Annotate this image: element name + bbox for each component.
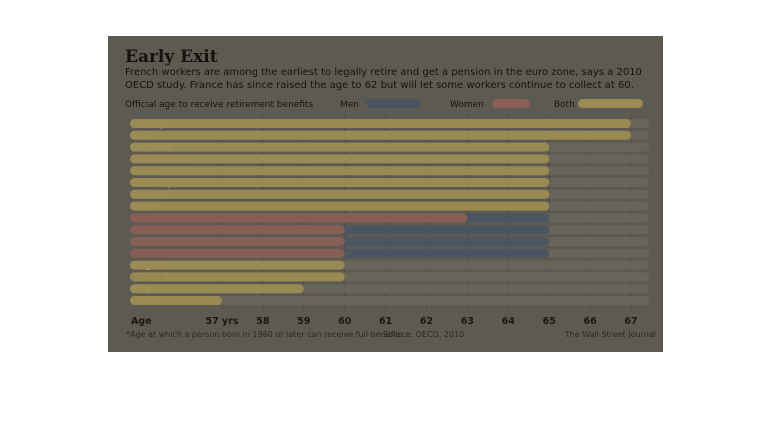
x-tick-label: 58 <box>256 316 270 327</box>
credit: The Wall Street Journal <box>564 330 656 339</box>
x-axis-ticks: 57 yrs 58 59 60 61 62 63 64 65 66 67 <box>205 316 637 327</box>
x-tick-label: 57 yrs <box>205 316 238 327</box>
legend: Men Women Both <box>340 99 643 110</box>
bars <box>130 119 631 305</box>
legend-swatch-both <box>578 99 643 108</box>
bar-both <box>130 201 550 211</box>
legend-label-men: Men <box>340 100 359 110</box>
bar-women <box>130 213 468 223</box>
bar-both <box>130 178 550 187</box>
legend-title: Official age to receive retirement benef… <box>125 100 314 110</box>
bar-both <box>130 260 345 270</box>
legend-swatch-men <box>366 99 420 108</box>
bar-both <box>130 284 304 294</box>
x-tick-label: 66 <box>583 316 597 327</box>
bar-both <box>130 189 550 199</box>
x-axis-label: Age <box>131 316 152 327</box>
chart-title: Early Exit <box>125 47 218 67</box>
bar-both <box>130 130 631 140</box>
bar-both <box>130 296 222 305</box>
legend-label-both: Both <box>554 100 575 110</box>
x-tick-label: 63 <box>461 316 474 327</box>
legend-label-women: Women <box>450 100 484 110</box>
bar-both <box>130 154 550 164</box>
source: Source: OECD, 2010 <box>383 330 464 339</box>
x-tick-label: 67 <box>624 316 637 327</box>
bar-both <box>130 119 631 128</box>
x-tick-label: 62 <box>420 316 433 327</box>
legend-swatch-women <box>492 99 530 108</box>
bar-both <box>130 272 345 282</box>
footnote: *Age at which a person born in 1960 or l… <box>126 330 403 339</box>
bar-women <box>130 248 345 258</box>
bar-both <box>130 142 550 152</box>
row-track <box>130 296 649 305</box>
x-tick-label: 61 <box>379 316 392 327</box>
chart-subtitle-box: French workers are among the earliest to… <box>125 67 642 91</box>
chart-subtitle: French workers are among the earliest to… <box>125 67 642 91</box>
bar-women <box>130 237 345 246</box>
x-tick-label: 60 <box>338 316 352 327</box>
bar-women <box>130 225 345 235</box>
x-tick-label: 65 <box>543 316 556 327</box>
x-tick-label: 59 <box>297 316 310 327</box>
bar-both <box>130 166 550 176</box>
bar-chart: Early Exit French workers are among the … <box>125 47 656 339</box>
chart-panel: Early Exit French workers are among the … <box>108 36 663 352</box>
x-tick-label: 64 <box>502 316 516 327</box>
